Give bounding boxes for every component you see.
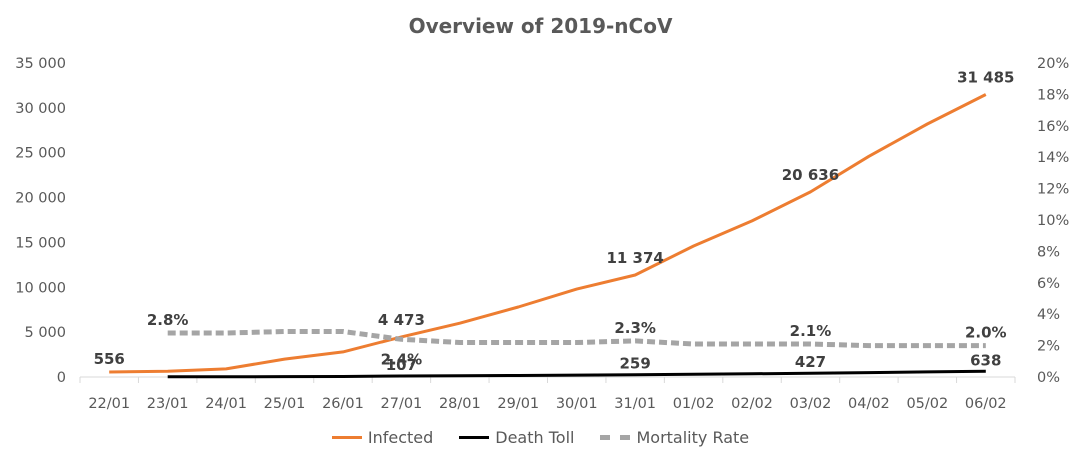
data-label: 31 485 xyxy=(957,69,1014,87)
legend-item: Infected xyxy=(331,428,434,447)
y-left-tick-label: 25 000 xyxy=(15,146,66,162)
x-tick-label: 03/02 xyxy=(790,396,832,412)
y-right-tick-label: 20% xyxy=(1037,56,1069,72)
data-label: 2.4% xyxy=(381,350,423,368)
x-tick-label: 22/01 xyxy=(88,396,130,412)
x-tick-label: 31/01 xyxy=(614,396,656,412)
data-label: 4 473 xyxy=(378,311,425,329)
y-right-tick-label: 4% xyxy=(1037,307,1060,323)
y-left-tick-label: 0 xyxy=(57,370,66,386)
data-label: 556 xyxy=(94,350,125,368)
x-tick-label: 06/02 xyxy=(965,396,1007,412)
data-label: 11 374 xyxy=(606,249,663,267)
y-right-tick-label: 0% xyxy=(1037,370,1060,386)
data-label: 427 xyxy=(795,353,826,371)
data-label: 2.3% xyxy=(614,319,656,337)
y-left-tick-label: 5 000 xyxy=(24,325,66,341)
chart-legend: Infected Death Toll Mortality Rate xyxy=(0,428,1081,447)
data-label: 20 636 xyxy=(782,166,839,184)
legend-item: Death Toll xyxy=(459,428,574,447)
x-tick-label: 23/01 xyxy=(147,396,189,412)
x-tick-label: 25/01 xyxy=(264,396,306,412)
x-tick-label: 28/01 xyxy=(439,396,481,412)
chart-title: Overview of 2019-nCoV xyxy=(408,14,673,38)
data-label: 2.8% xyxy=(147,311,189,329)
series-line-mortality-rate xyxy=(167,329,986,349)
x-tick-label: 24/01 xyxy=(205,396,247,412)
y-right-tick-label: 10% xyxy=(1037,213,1069,229)
y-left-tick-label: 20 000 xyxy=(15,191,66,207)
x-tick-label: 29/01 xyxy=(497,396,539,412)
data-label: 638 xyxy=(970,351,1001,369)
y-right-tick-label: 12% xyxy=(1037,182,1069,198)
y-right-tick-label: 14% xyxy=(1037,150,1069,166)
data-label: 107 xyxy=(386,356,417,374)
legend-swatch xyxy=(331,436,362,439)
y-right-tick-label: 6% xyxy=(1037,276,1060,292)
x-tick-label: 04/02 xyxy=(848,396,890,412)
y-right-tick-label: 18% xyxy=(1037,87,1069,103)
legend-label: Mortality Rate xyxy=(636,428,750,447)
y-right-tick-label: 8% xyxy=(1037,244,1060,260)
y-left-tick-label: 10 000 xyxy=(15,280,66,296)
x-tick-label: 02/02 xyxy=(731,396,773,412)
series-line-death-toll xyxy=(167,369,986,379)
legend-label: Death Toll xyxy=(495,428,575,447)
legend-swatch xyxy=(600,435,631,440)
legend-item: Mortality Rate xyxy=(600,428,749,447)
x-tick-label: 26/01 xyxy=(322,396,364,412)
series-line-infected xyxy=(109,93,987,374)
y-right-tick-label: 16% xyxy=(1037,119,1069,135)
legend-swatch xyxy=(459,436,490,439)
x-tick-label: 27/01 xyxy=(381,396,423,412)
x-tick-label: 30/01 xyxy=(556,396,598,412)
data-label: 259 xyxy=(620,355,651,373)
data-label: 2.1% xyxy=(790,322,832,340)
y-right-tick-label: 2% xyxy=(1037,339,1060,355)
x-tick-label: 05/02 xyxy=(906,396,948,412)
y-left-tick-label: 15 000 xyxy=(15,235,66,251)
y-left-tick-label: 30 000 xyxy=(15,101,66,117)
y-left-tick-label: 35 000 xyxy=(15,56,66,72)
x-tick-label: 01/02 xyxy=(673,396,715,412)
legend-label: Infected xyxy=(367,428,434,447)
data-label: 2.0% xyxy=(965,324,1007,342)
